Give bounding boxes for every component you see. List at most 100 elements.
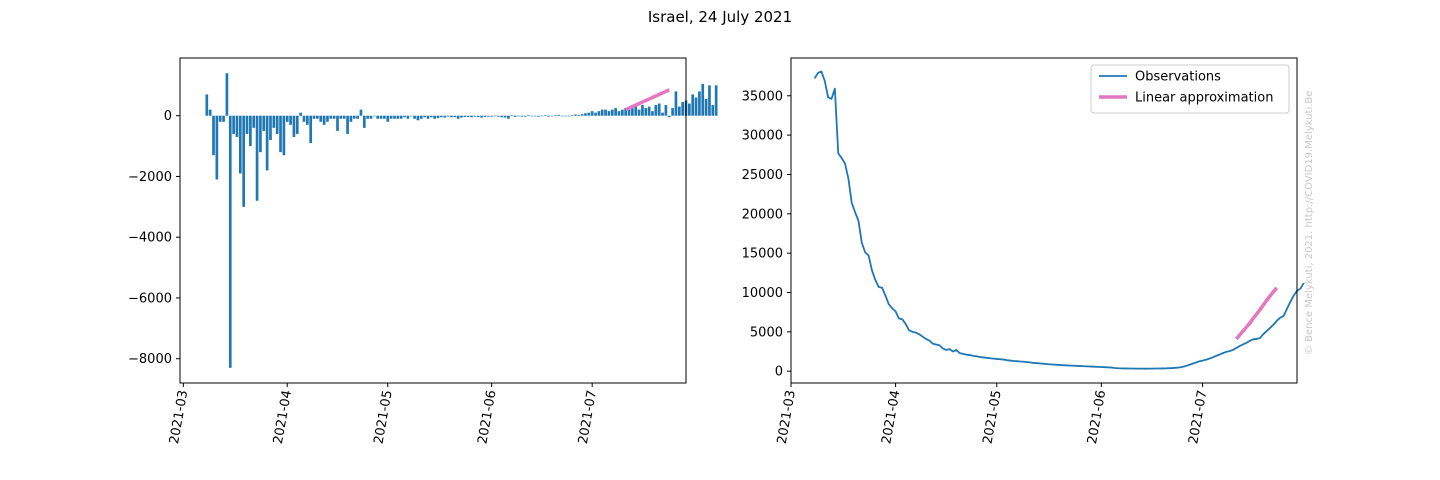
y-tick-label: 5000	[750, 325, 783, 340]
y-tick-label: −4000	[128, 231, 172, 246]
bar	[275, 115, 279, 134]
bar	[711, 105, 715, 116]
bar	[228, 115, 232, 368]
bar	[383, 115, 386, 119]
bar	[701, 83, 705, 116]
bar	[406, 115, 410, 119]
y-tick-label: −8000	[128, 352, 172, 367]
bar	[245, 115, 249, 134]
bar	[232, 115, 235, 134]
bar	[222, 115, 225, 122]
bar	[580, 114, 584, 116]
legend: Observations Linear approximation	[1090, 64, 1290, 114]
bar	[316, 115, 319, 119]
bar	[567, 115, 571, 117]
bar	[292, 115, 296, 137]
bar	[631, 108, 634, 116]
bar	[396, 115, 400, 119]
bar	[436, 115, 440, 119]
bar	[590, 111, 594, 116]
bar	[460, 115, 463, 118]
bar	[346, 115, 349, 134]
bar	[614, 108, 617, 116]
bar	[587, 112, 591, 116]
plot-frame	[179, 57, 687, 384]
bar	[329, 115, 333, 119]
plot-frame	[790, 57, 1298, 384]
bar	[627, 109, 631, 116]
bar	[279, 115, 282, 153]
bar	[453, 115, 457, 118]
bar	[497, 115, 500, 117]
bar	[242, 115, 246, 207]
y-tick-label: 35000	[742, 89, 783, 104]
bar	[416, 115, 420, 121]
bar	[617, 111, 621, 116]
x-tick-label: 2021-05	[981, 389, 1005, 445]
legend-label: Linear approximation	[1135, 91, 1273, 106]
bar	[312, 115, 316, 119]
bar	[249, 115, 252, 147]
bar	[305, 115, 309, 125]
bar	[235, 115, 239, 137]
bar	[342, 115, 346, 119]
y-tick-label: 0	[164, 109, 172, 124]
bar	[205, 94, 209, 116]
bar	[423, 115, 426, 118]
bar	[520, 115, 524, 117]
x-tick-label: 2021-06	[475, 389, 499, 445]
bar	[215, 115, 219, 180]
bar	[413, 115, 416, 119]
bar	[570, 115, 574, 116]
bar	[208, 109, 212, 116]
bar	[272, 115, 276, 128]
x-tick-label: 2021-04	[879, 389, 903, 445]
bar	[322, 115, 326, 125]
bar	[694, 97, 698, 116]
bar	[671, 108, 674, 116]
bar	[607, 111, 611, 116]
bar	[466, 115, 470, 117]
bar	[403, 115, 406, 118]
bar	[440, 115, 443, 118]
bar	[560, 115, 564, 117]
bar	[269, 115, 272, 141]
bar	[389, 115, 393, 119]
linear-approximation-line	[1234, 286, 1279, 341]
y-tick-label: 15000	[742, 247, 783, 262]
bar	[483, 115, 487, 117]
bar	[446, 115, 450, 117]
bar	[543, 115, 547, 116]
bar	[624, 108, 628, 116]
bar	[319, 115, 323, 122]
bar	[225, 73, 229, 116]
bar	[667, 115, 671, 118]
bar	[637, 109, 641, 116]
bar	[654, 105, 658, 116]
bar	[386, 115, 390, 122]
bar	[352, 115, 356, 119]
bar	[473, 115, 477, 117]
y-tick-label: 0	[775, 365, 783, 380]
bar	[379, 115, 383, 119]
bar	[295, 115, 299, 134]
bar	[641, 105, 644, 116]
bar	[443, 115, 447, 118]
bar	[456, 115, 460, 119]
bar	[302, 115, 306, 122]
bar	[681, 102, 684, 116]
bar	[255, 115, 259, 201]
y-tick-label: −2000	[128, 170, 172, 185]
x-tick-label: 2021-05	[371, 389, 395, 445]
bar	[688, 103, 691, 116]
bar	[523, 115, 527, 117]
bar	[503, 115, 507, 118]
bar	[584, 113, 587, 116]
bar	[309, 115, 313, 144]
bar	[262, 115, 266, 131]
y-tick-label: 10000	[742, 286, 783, 301]
x-tick-label: 2021-07	[1186, 389, 1210, 445]
bar	[540, 115, 544, 117]
bar	[674, 91, 678, 116]
